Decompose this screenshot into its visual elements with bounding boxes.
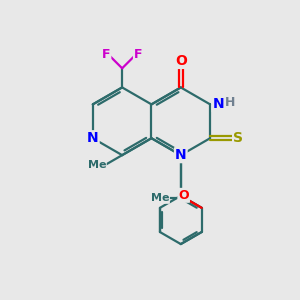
Text: Me: Me <box>151 193 170 203</box>
Text: O: O <box>175 54 187 68</box>
Text: N: N <box>213 98 224 111</box>
Text: N: N <box>175 148 187 162</box>
Text: H: H <box>225 95 235 109</box>
Text: N: N <box>87 131 99 145</box>
Text: F: F <box>134 48 142 61</box>
Text: O: O <box>178 189 189 202</box>
Text: Me: Me <box>88 160 106 170</box>
Text: S: S <box>233 131 243 145</box>
Text: F: F <box>102 48 110 61</box>
